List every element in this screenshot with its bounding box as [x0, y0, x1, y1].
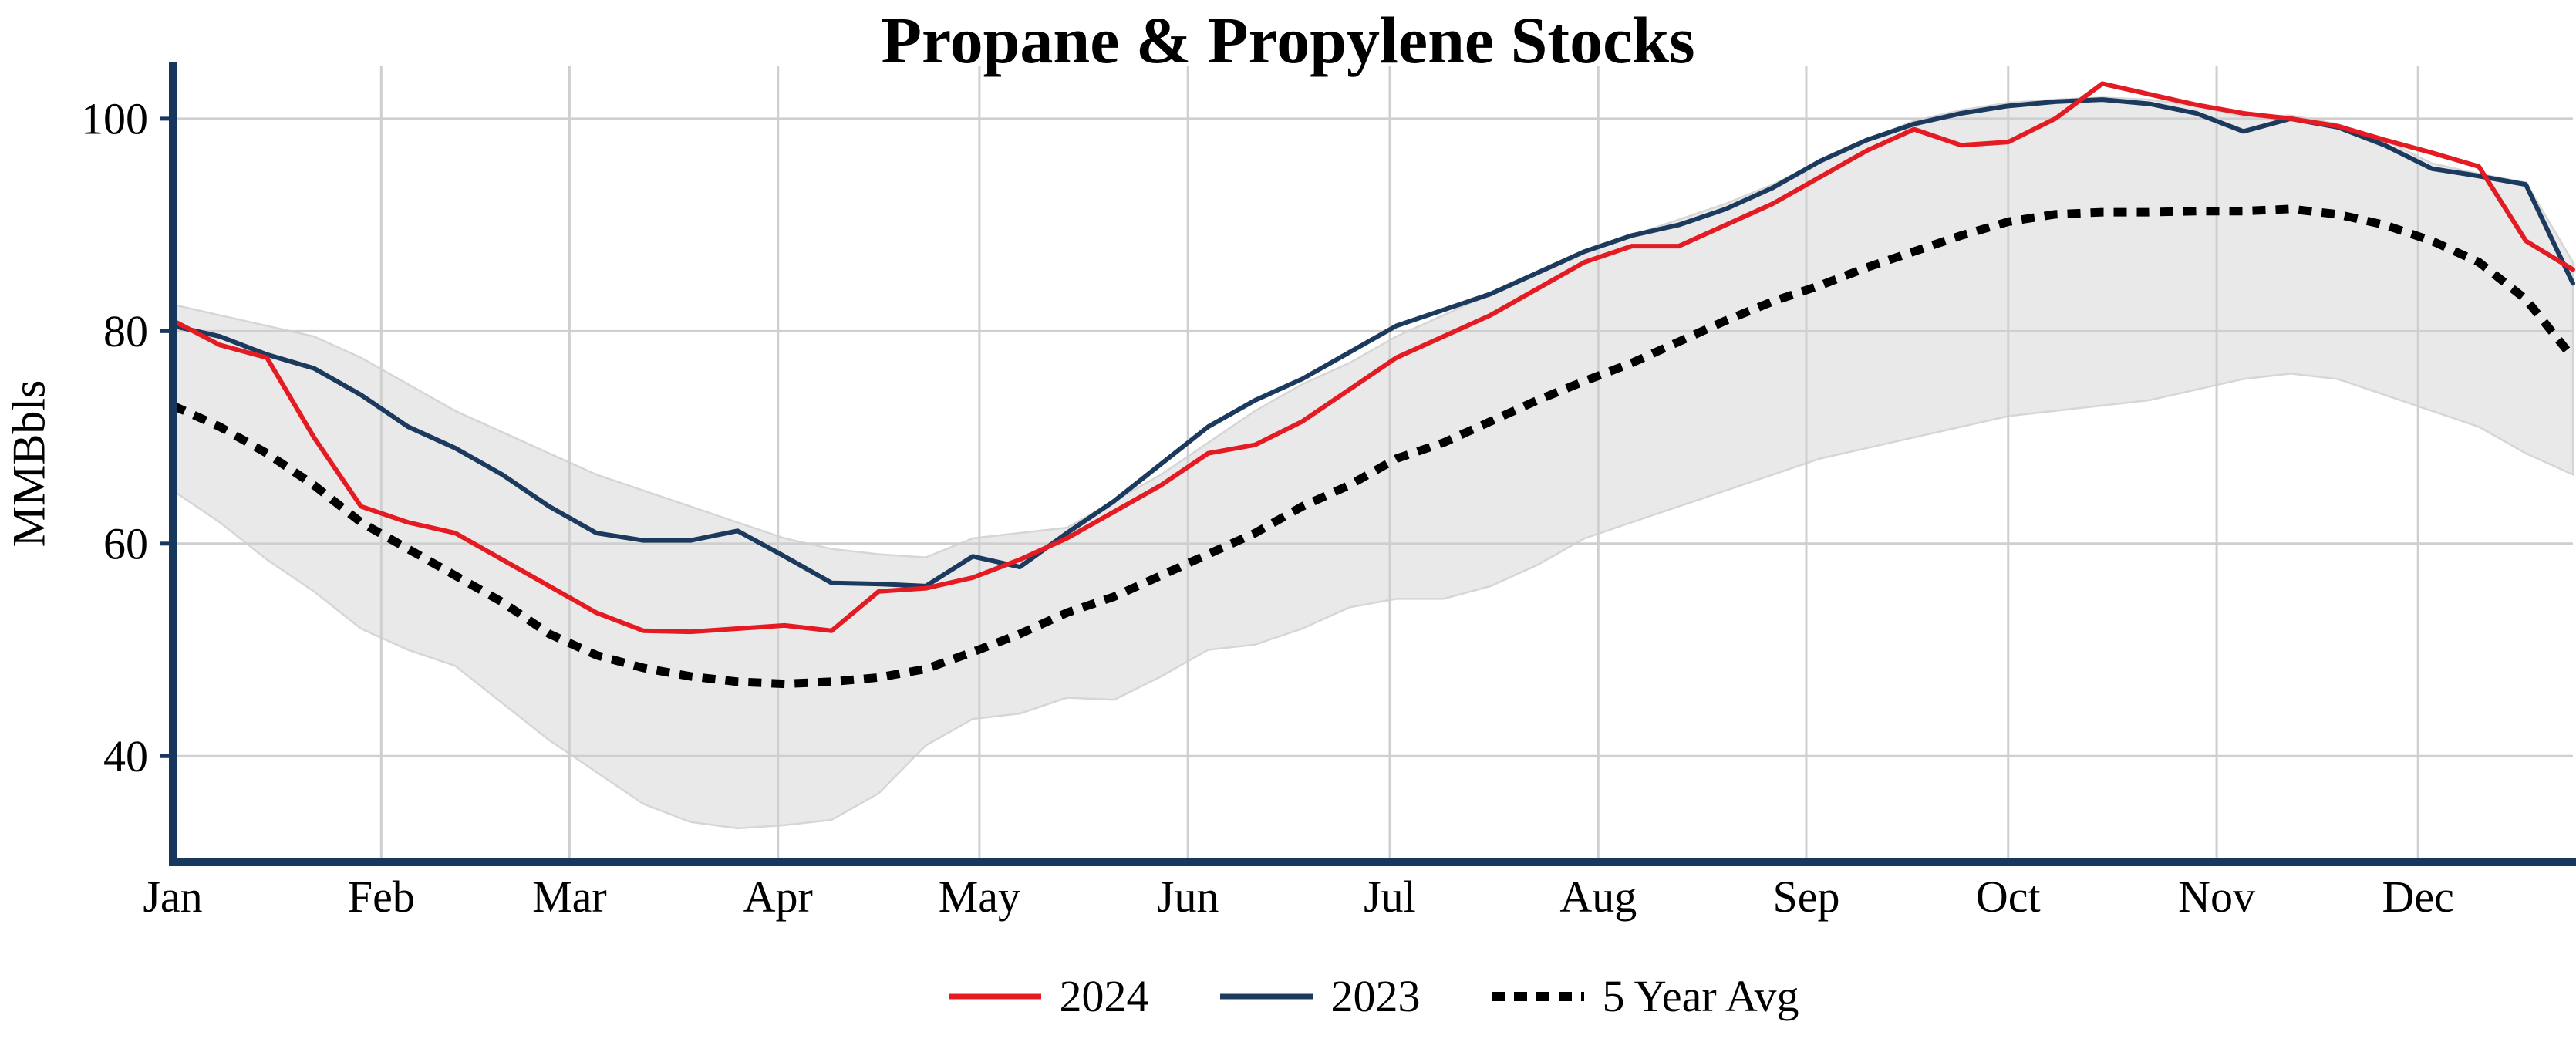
y-tick-label: 100: [81, 94, 148, 144]
legend-item-2023: 2023: [1218, 970, 1420, 1022]
line-5-year-avg: [170, 204, 2576, 689]
y-axis-title: MMBbls: [3, 379, 55, 548]
legend-2024-label: 2024: [1059, 971, 1149, 1021]
legend-5-year-avg-dotted-icon: [1492, 991, 1585, 1001]
x-tick-label: Sep: [1772, 872, 1839, 922]
x-tick-label: Oct: [1976, 872, 2041, 922]
line-2024: [170, 81, 2575, 635]
legend-2023-label: 2023: [1330, 971, 1421, 1021]
legend-item-5-year-avg: 5 Year Avg: [1489, 970, 1799, 1022]
legend-5-year-avg-label: 5 Year Avg: [1602, 971, 1799, 1021]
x-tick-label: Apr: [743, 872, 813, 922]
x-tick-label: Aug: [1559, 872, 1637, 922]
legend-2024-line-icon: [949, 993, 1042, 999]
x-tick-label: Feb: [348, 872, 415, 922]
x-tick-label: Jul: [1364, 872, 1416, 922]
y-tick-label: 40: [103, 731, 148, 781]
y-tick-label: 60: [103, 519, 148, 569]
x-tick-label: May: [939, 872, 1020, 922]
chart-title: Propane & Propylene Stocks: [881, 3, 1695, 77]
x-tick-label: Jan: [143, 872, 202, 922]
x-tick-label: Nov: [2178, 872, 2255, 922]
x-tick-label: Dec: [2382, 872, 2454, 922]
x-tick-label: Mar: [532, 872, 607, 922]
x-tick-label: Jun: [1157, 872, 1219, 922]
legend-item-2024: 2024: [946, 970, 1148, 1022]
five-year-range-band: [171, 96, 2574, 830]
y-tick-label: 80: [103, 306, 148, 356]
line-2023: [170, 97, 2575, 589]
legend-2023-line-icon: [1220, 993, 1313, 999]
chart-legend: 2024 2023 5 Year Avg: [173, 970, 2573, 1022]
